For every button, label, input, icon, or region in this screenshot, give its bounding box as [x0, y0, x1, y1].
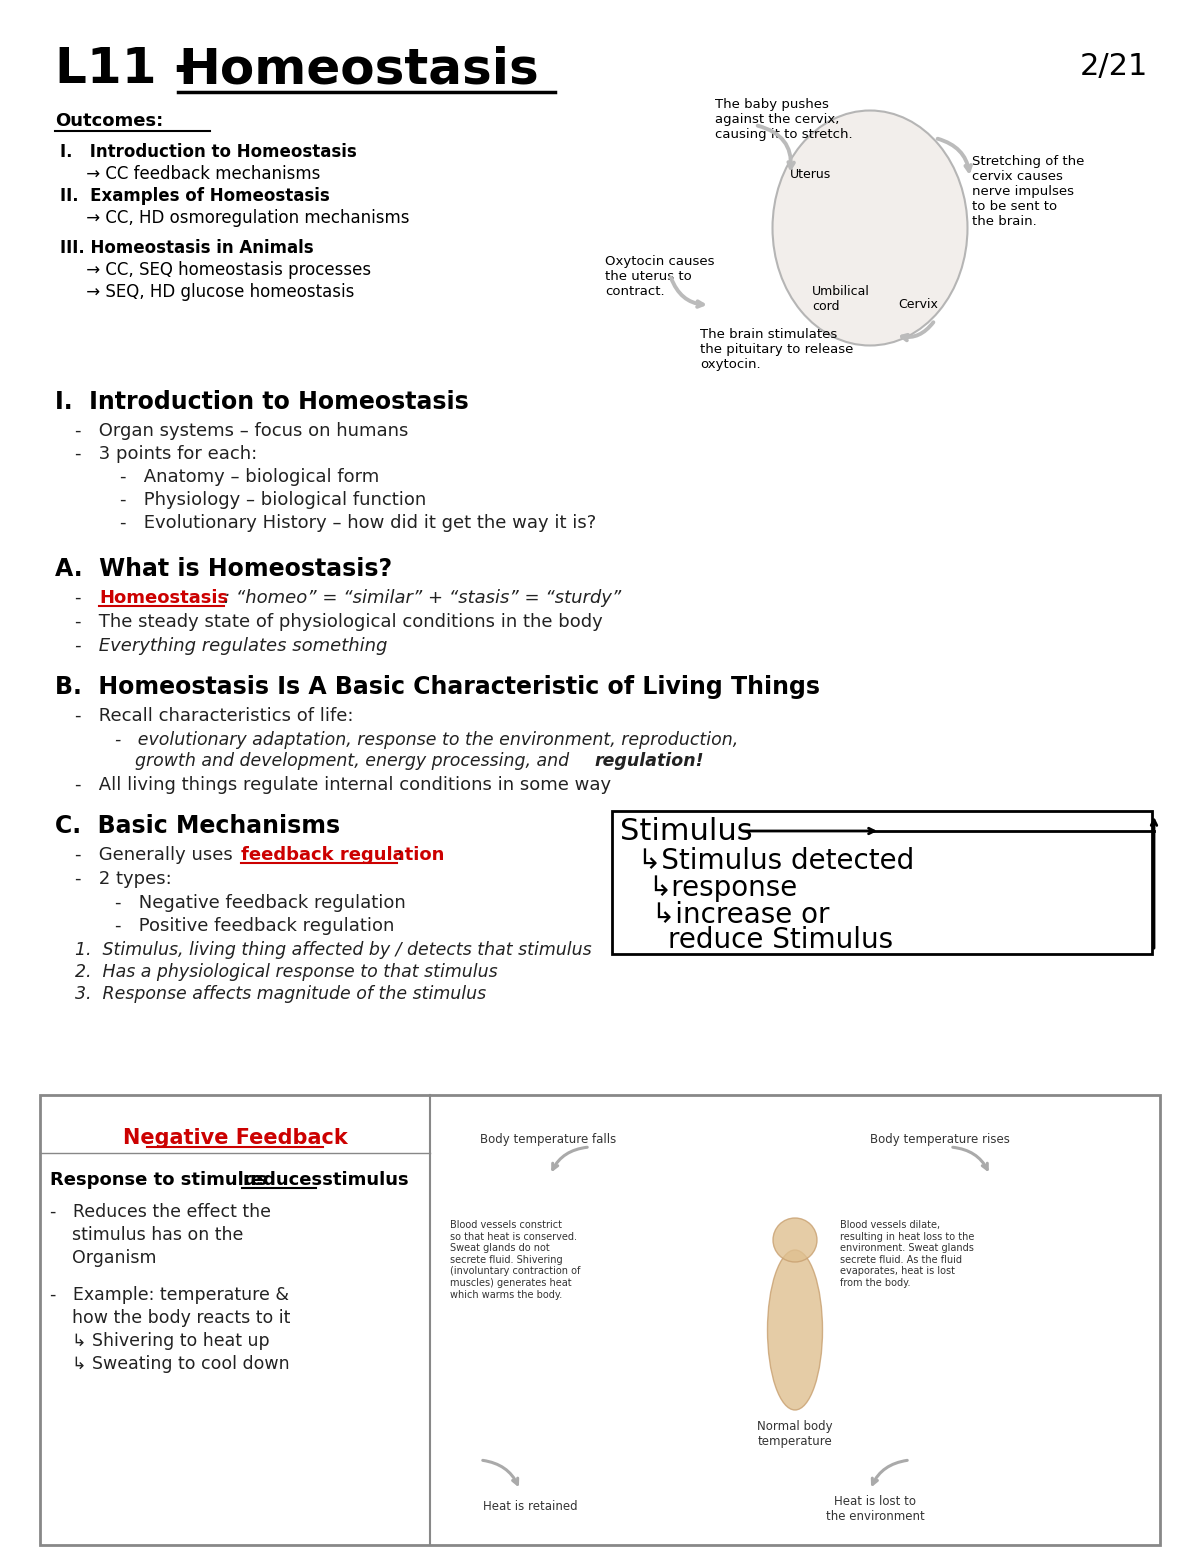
- Bar: [40, 1095, 1160, 1545]
- Text: -   Everything regulates something: - Everything regulates something: [74, 637, 388, 655]
- Text: how the body reacts to it: how the body reacts to it: [50, 1309, 290, 1326]
- Text: Umbilical
cord: Umbilical cord: [812, 286, 870, 314]
- Text: Uterus: Uterus: [790, 168, 832, 182]
- Text: -   Evolutionary History – how did it get the way it is?: - Evolutionary History – how did it get …: [120, 514, 596, 533]
- Text: -   Positive feedback regulation: - Positive feedback regulation: [115, 916, 395, 935]
- Circle shape: [773, 1218, 817, 1263]
- Text: Outcomes:: Outcomes:: [55, 112, 163, 130]
- Text: The baby pushes
against the cervix,
causing it to stretch.: The baby pushes against the cervix, caus…: [715, 98, 853, 141]
- Text: :: :: [397, 846, 403, 863]
- Text: Blood vessels constrict
so that heat is conserved.
Sweat glands do not
secrete f: Blood vessels constrict so that heat is …: [450, 1221, 581, 1300]
- Text: I.  Introduction to Homeostasis: I. Introduction to Homeostasis: [55, 390, 469, 415]
- Text: Stimulus: Stimulus: [620, 817, 752, 846]
- Text: stimulus: stimulus: [316, 1171, 409, 1190]
- Bar: [612, 811, 1152, 954]
- Text: -   Example: temperature &: - Example: temperature &: [50, 1286, 289, 1305]
- Text: Normal body
temperature: Normal body temperature: [757, 1419, 833, 1447]
- Text: growth and development, energy processing, and: growth and development, energy processin…: [134, 752, 575, 770]
- Text: : “homeo” = “similar” + “stasis” = “sturdy”: : “homeo” = “similar” + “stasis” = “stur…: [224, 589, 622, 607]
- Text: Body temperature falls: Body temperature falls: [480, 1134, 617, 1146]
- Text: → CC feedback mechanisms: → CC feedback mechanisms: [60, 165, 320, 183]
- Text: Body temperature rises: Body temperature rises: [870, 1134, 1010, 1146]
- Text: feedback regulation: feedback regulation: [241, 846, 444, 863]
- Text: -   evolutionary adaptation, response to the environment, reproduction,: - evolutionary adaptation, response to t…: [115, 731, 738, 749]
- Text: -   Reduces the effect the: - Reduces the effect the: [50, 1204, 271, 1221]
- Text: -   All living things regulate internal conditions in some way: - All living things regulate internal co…: [74, 776, 611, 794]
- Text: Homeostasis: Homeostasis: [98, 589, 228, 607]
- Text: reduces: reduces: [242, 1171, 322, 1190]
- Text: Organism: Organism: [50, 1249, 156, 1267]
- Text: II.  Examples of Homeostasis: II. Examples of Homeostasis: [60, 186, 330, 205]
- Text: -   Organ systems – focus on humans: - Organ systems – focus on humans: [74, 422, 408, 439]
- Ellipse shape: [773, 110, 967, 345]
- Text: ↳ Sweating to cool down: ↳ Sweating to cool down: [50, 1356, 289, 1373]
- Text: 1.  Stimulus, living thing affected by / detects that stimulus: 1. Stimulus, living thing affected by / …: [74, 941, 592, 960]
- Text: -   The steady state of physiological conditions in the body: - The steady state of physiological cond…: [74, 613, 602, 631]
- Text: -   2 types:: - 2 types:: [74, 870, 172, 888]
- Text: Heat is retained: Heat is retained: [482, 1500, 577, 1513]
- Text: ↳Stimulus detected: ↳Stimulus detected: [638, 846, 914, 874]
- Text: regulation!: regulation!: [594, 752, 703, 770]
- Text: -   Recall characteristics of life:: - Recall characteristics of life:: [74, 707, 354, 725]
- Text: III. Homeostasis in Animals: III. Homeostasis in Animals: [60, 239, 313, 256]
- Text: Homeostasis: Homeostasis: [178, 45, 539, 93]
- Text: C.  Basic Mechanisms: C. Basic Mechanisms: [55, 814, 340, 839]
- Text: → CC, HD osmoregulation mechanisms: → CC, HD osmoregulation mechanisms: [60, 210, 409, 227]
- Text: ↳increase or: ↳increase or: [652, 901, 829, 929]
- Text: -   Generally uses: - Generally uses: [74, 846, 239, 863]
- Text: -   3 points for each:: - 3 points for each:: [74, 446, 257, 463]
- Text: Heat is lost to
the environment: Heat is lost to the environment: [826, 1496, 924, 1523]
- Text: 3.  Response affects magnitude of the stimulus: 3. Response affects magnitude of the sti…: [74, 985, 486, 1003]
- Text: → SEQ, HD glucose homeostasis: → SEQ, HD glucose homeostasis: [60, 283, 354, 301]
- Text: stimulus has on the: stimulus has on the: [50, 1225, 244, 1244]
- Text: Stretching of the
cervix causes
nerve impulses
to be sent to
the brain.: Stretching of the cervix causes nerve im…: [972, 155, 1085, 228]
- Text: Oxytocin causes
the uterus to
contract.: Oxytocin causes the uterus to contract.: [605, 255, 714, 298]
- Text: I.   Introduction to Homeostasis: I. Introduction to Homeostasis: [60, 143, 356, 162]
- Text: -   Negative feedback regulation: - Negative feedback regulation: [115, 895, 406, 912]
- Text: A.  What is Homeostasis?: A. What is Homeostasis?: [55, 558, 392, 581]
- Text: Blood vessels dilate,
resulting in heat loss to the
environment. Sweat glands
se: Blood vessels dilate, resulting in heat …: [840, 1221, 974, 1287]
- Text: 2.  Has a physiological response to that stimulus: 2. Has a physiological response to that …: [74, 963, 498, 981]
- Text: ↳ Shivering to heat up: ↳ Shivering to heat up: [50, 1332, 270, 1350]
- Text: -: -: [74, 589, 98, 607]
- Text: The brain stimulates
the pituitary to release
oxytocin.: The brain stimulates the pituitary to re…: [700, 328, 853, 371]
- Ellipse shape: [768, 1250, 822, 1410]
- Text: Negative Feedback: Negative Feedback: [122, 1127, 347, 1148]
- Text: reduce Stimulus: reduce Stimulus: [668, 926, 893, 954]
- Text: 2/21: 2/21: [1080, 51, 1148, 81]
- Text: Response to stimulus: Response to stimulus: [50, 1171, 274, 1190]
- Text: → CC, SEQ homeostasis processes: → CC, SEQ homeostasis processes: [60, 261, 371, 280]
- Text: -   Physiology – biological function: - Physiology – biological function: [120, 491, 426, 509]
- Text: -   Anatomy – biological form: - Anatomy – biological form: [120, 467, 379, 486]
- Text: B.  Homeostasis Is A Basic Characteristic of Living Things: B. Homeostasis Is A Basic Characteristic…: [55, 676, 820, 699]
- Text: ↳response: ↳response: [648, 874, 797, 902]
- Text: Cervix: Cervix: [898, 298, 938, 311]
- Text: L11 -: L11 -: [55, 45, 212, 93]
